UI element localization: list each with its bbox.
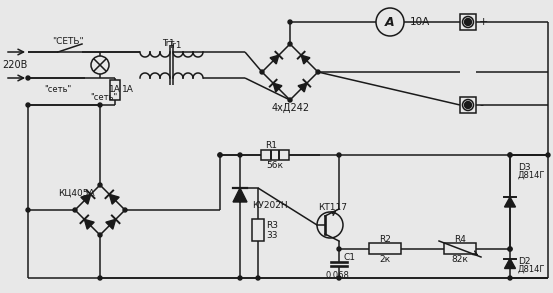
Circle shape [508,153,512,157]
Text: Д814Г: Д814Г [518,265,545,273]
Text: "СЕТЬ": "СЕТЬ" [52,38,84,47]
Text: R1: R1 [265,141,277,149]
Bar [110,80,120,100]
Polygon shape [270,55,279,64]
Bar [252,219,264,241]
Text: R4: R4 [454,234,466,243]
Text: D3: D3 [518,163,531,171]
Circle shape [98,183,102,187]
Circle shape [337,153,341,157]
Text: R2: R2 [379,234,391,243]
Text: КЦ405А: КЦ405А [58,188,95,197]
Circle shape [508,153,512,157]
Circle shape [337,247,341,251]
Text: 56к: 56к [267,161,284,169]
Bar [444,243,476,254]
Polygon shape [106,219,116,229]
Circle shape [218,153,222,157]
Polygon shape [301,55,310,64]
Circle shape [288,98,292,102]
Circle shape [73,208,77,212]
Text: 4хД242: 4хД242 [272,103,310,113]
Text: -: - [479,100,483,110]
Polygon shape [504,197,515,207]
Circle shape [508,247,512,251]
Polygon shape [233,188,247,202]
Circle shape [218,153,222,157]
Circle shape [508,247,512,251]
Polygon shape [273,83,282,92]
Circle shape [316,70,320,74]
Text: C1: C1 [344,253,356,262]
Text: 220В: 220В [2,60,28,70]
Text: +: + [479,17,488,27]
Text: Tr1: Tr1 [162,40,175,49]
Polygon shape [81,194,91,204]
Text: 1А: 1А [109,86,121,95]
Circle shape [465,101,472,108]
Polygon shape [84,219,94,229]
Circle shape [288,42,292,46]
Text: "сеть": "сеть" [44,86,71,95]
Text: D2: D2 [518,256,530,265]
Text: 1А: 1А [122,86,134,95]
Text: КУ202Н: КУ202Н [252,200,288,209]
Circle shape [288,20,292,24]
Circle shape [26,76,30,80]
Text: КТ117: КТ117 [318,202,347,212]
Polygon shape [298,83,307,92]
Circle shape [98,276,102,280]
Polygon shape [504,258,515,268]
Bar [460,97,476,113]
Circle shape [260,70,264,74]
Bar [369,243,401,254]
Text: 82к: 82к [452,255,468,263]
Text: 0.068: 0.068 [325,271,349,280]
Text: "сеть": "сеть" [90,93,117,101]
Circle shape [26,103,30,107]
Text: 10А: 10А [410,17,430,27]
Circle shape [26,208,30,212]
Bar [460,14,476,30]
Circle shape [238,153,242,157]
Circle shape [508,276,512,280]
Polygon shape [109,194,119,204]
Circle shape [98,103,102,107]
Bar [261,150,289,160]
Circle shape [98,233,102,237]
Text: R3: R3 [266,222,278,231]
Text: Д814Г: Д814Г [518,171,545,180]
Text: 2к: 2к [379,255,390,263]
Circle shape [256,276,260,280]
Text: 33: 33 [266,231,278,241]
Circle shape [238,276,242,280]
Circle shape [465,18,472,25]
Circle shape [123,208,127,212]
Text: А: А [385,16,395,28]
Circle shape [546,153,550,157]
Text: Tr1: Tr1 [168,40,181,50]
Circle shape [337,276,341,280]
